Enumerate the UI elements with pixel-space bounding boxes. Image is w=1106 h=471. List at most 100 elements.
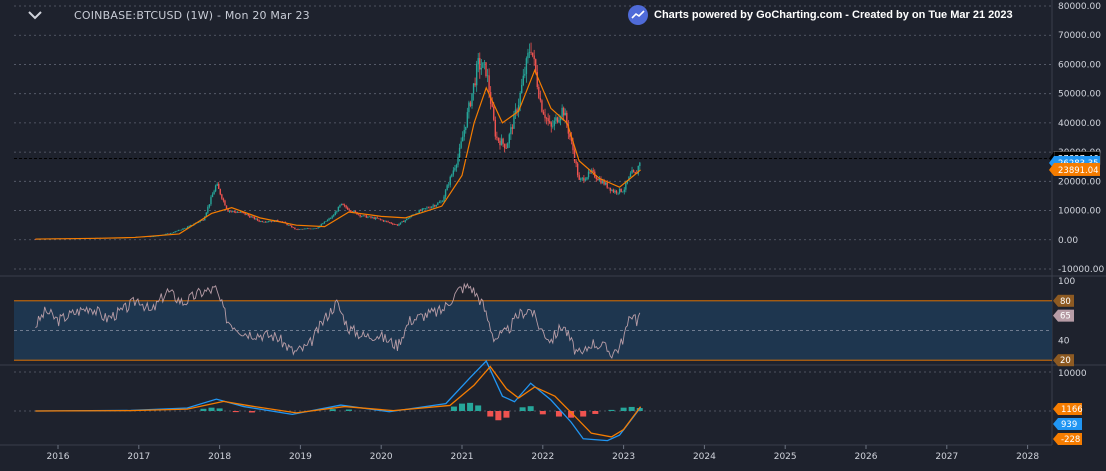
candle-body [604, 182, 607, 185]
candle-body [420, 210, 422, 211]
time-tick-label: 2016 [47, 452, 70, 462]
candle-body [166, 233, 169, 235]
candle-body [245, 214, 248, 215]
time-tick-label: 2022 [531, 452, 554, 462]
candle-body [567, 124, 570, 134]
candle-body [525, 58, 528, 74]
candle-body [287, 225, 290, 226]
candle-body [176, 230, 178, 232]
candle-body [561, 107, 563, 117]
candle-body [452, 170, 455, 175]
candle-body [244, 212, 246, 215]
macd-histogram-bar [620, 407, 627, 411]
candle-body [343, 205, 346, 206]
candle-body [325, 221, 327, 222]
candle-body [547, 118, 549, 122]
candle-body [535, 59, 537, 73]
candle-body [438, 202, 441, 203]
macd-histogram-bar [200, 408, 207, 411]
candle-body [600, 178, 602, 184]
candle-body [601, 180, 604, 184]
candle-body [589, 171, 591, 173]
candle-body [235, 211, 237, 213]
candle-body [615, 190, 618, 193]
time-tick-label: 2023 [612, 452, 635, 462]
candle-body [584, 179, 587, 181]
candle-body [622, 191, 624, 193]
candle-body [34, 239, 37, 240]
candle-body [353, 210, 355, 213]
price-y-tick-label: 80000.00 [1058, 2, 1101, 12]
macd-signal-line [35, 365, 642, 438]
candle-body [409, 217, 411, 219]
rsi-y-tick-label: 100 [1058, 277, 1075, 287]
candle-body [639, 162, 641, 167]
macd-histogram-bar [475, 405, 482, 411]
candle-body [499, 140, 501, 146]
candle-body [617, 192, 619, 194]
candle-body [320, 224, 322, 226]
candle-body [581, 177, 584, 179]
candle-body [264, 221, 267, 223]
macd-tag [1058, 433, 1082, 445]
candle-body [463, 129, 465, 137]
chevron-down-icon[interactable] [28, 8, 42, 22]
macd-histogram-bar [345, 409, 352, 411]
macd-histogram-bar [580, 411, 587, 417]
candle-body [311, 228, 313, 230]
candle-body [461, 136, 464, 142]
candle-body [475, 64, 478, 86]
candle-body [479, 58, 481, 70]
candle-body [378, 218, 380, 220]
candle-body [345, 205, 347, 208]
candle-body [573, 150, 576, 162]
candle-body [381, 219, 383, 221]
candle-body [359, 214, 361, 217]
candle-body [558, 120, 560, 123]
candle-body [626, 180, 629, 183]
candle-body [507, 143, 509, 149]
candle-body [536, 72, 538, 88]
candle-body [239, 212, 242, 213]
moving-average-line [35, 68, 641, 240]
candle-body [586, 177, 588, 180]
candle-body [401, 221, 403, 223]
symbol-label: COINBASE:BTCUSD (1W) - Mon 20 Mar 23 [74, 8, 310, 22]
candle-body [451, 174, 453, 177]
candle-body [587, 171, 590, 178]
candle-body [435, 204, 437, 207]
candle-body [572, 141, 574, 151]
candle-body [632, 170, 635, 172]
macd-tag-label: -228 [1061, 435, 1080, 445]
candle-body [256, 218, 259, 221]
candle-body [566, 112, 568, 125]
macd-histogram-bar [628, 406, 635, 411]
candle-body [374, 217, 377, 219]
candle-body [303, 228, 305, 230]
candle-body [562, 107, 565, 116]
macd-histogram-bar [467, 402, 474, 411]
rsi-band-tag-pointer [1053, 294, 1058, 307]
candle-body [440, 201, 442, 203]
candle-body [634, 171, 636, 174]
candle-body [238, 212, 240, 214]
candle-body [390, 222, 392, 224]
candle-body [637, 166, 639, 174]
candle-body [496, 136, 498, 138]
credit-banner[interactable]: Charts powered by GoCharting.com - Creat… [628, 5, 1013, 25]
candle-body [553, 120, 556, 126]
candle-body [430, 206, 433, 208]
candle-body [583, 177, 585, 181]
candle-body [227, 208, 229, 212]
candle-body [395, 224, 397, 225]
candle-body [376, 217, 378, 219]
candle-body [224, 200, 226, 206]
candle-body [186, 226, 189, 229]
macd-histogram-bar [568, 411, 575, 418]
price-y-tick-label: 60000.00 [1058, 60, 1101, 70]
macd-histogram-bar [208, 407, 215, 411]
macd-histogram-bar [459, 403, 465, 411]
chart-header: COINBASE:BTCUSD (1W) - Mon 20 Mar 23 [28, 8, 310, 22]
candle-body [625, 182, 627, 190]
